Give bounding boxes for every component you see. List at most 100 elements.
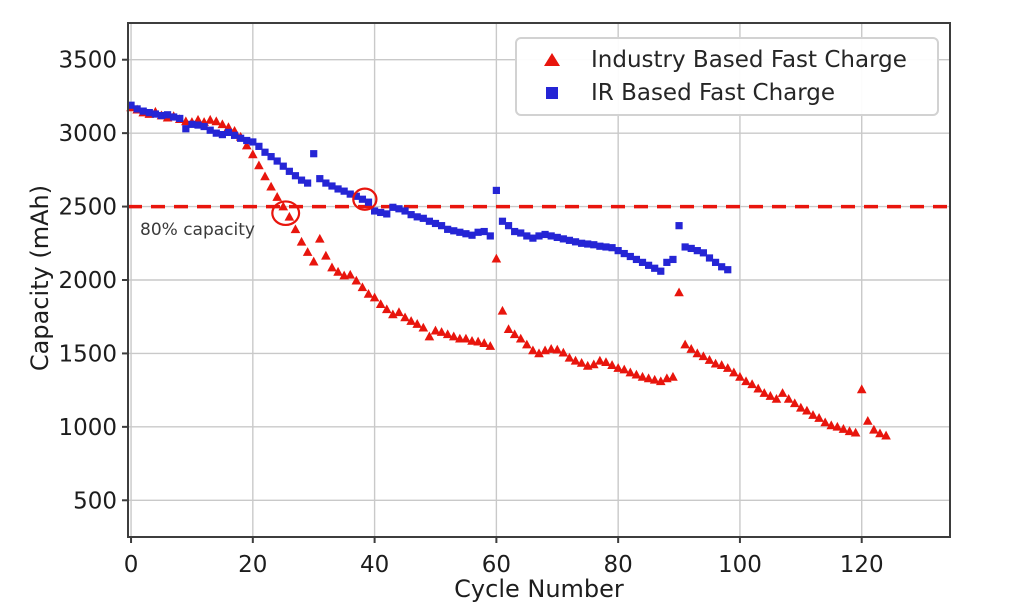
data-point-industry [881,430,891,440]
y-axis-title: Capacity (mAh) [26,184,54,372]
data-point-ir [322,179,330,187]
data-point-industry [826,420,837,430]
data-point-ir [718,263,726,271]
data-point-ir [413,213,421,221]
data-point-industry [552,344,563,354]
data-point-industry [777,388,788,397]
legend-label-ir: IR Based Fast Charge [591,80,836,107]
data-point-industry [534,348,544,358]
data-point-industry [522,339,532,349]
data-point-ir [151,110,159,118]
data-point-industry [333,266,343,276]
x-axis-title: Cycle Number [454,575,624,603]
data-point-industry [643,373,654,383]
data-point-industry [576,357,587,367]
data-point-ir [407,211,415,219]
data-point-ir [711,258,720,266]
data-point-industry [832,421,843,431]
data-point-industry [814,413,824,422]
data-point-ir [474,228,482,236]
data-point-ir [389,203,397,211]
data-point-ir [663,258,671,266]
data-point-industry [625,367,636,377]
data-point-industry [321,250,331,260]
data-point-industry [546,344,556,353]
data-point-ir [626,252,634,261]
data-point-industry [424,331,435,341]
data-point-ir [693,247,701,255]
data-point-industry [722,363,733,372]
data-point-industry [327,262,337,272]
data-point-industry [710,358,721,368]
data-point-industry [607,360,617,369]
data-point-ir [230,131,239,139]
data-point-industry [479,338,489,347]
data-point-ir [291,172,300,180]
data-point-ir [139,107,147,115]
annotation-circle [352,187,378,211]
data-point-ir [340,187,348,195]
data-point-ir [425,217,433,225]
square-marker-icon [546,87,558,100]
data-point-ir [523,232,531,240]
data-point-industry [260,171,270,181]
data-point-industry [686,344,697,353]
data-point-ir [571,238,580,246]
x-tick-label: 120 [840,552,884,578]
data-point-ir [377,208,385,217]
data-point-ir [310,150,318,158]
data-point-ir [431,219,440,228]
data-point-industry [564,352,575,362]
x-tick-label: 0 [124,552,139,578]
data-point-ir [334,185,342,193]
data-point-ir [511,227,519,236]
data-point-industry [747,379,757,389]
data-point-industry [741,376,751,386]
data-point-ir [261,148,269,156]
data-point-ir [681,243,689,251]
data-point-ir [182,125,190,133]
data-point-industry [796,402,806,412]
x-tick-label: 100 [718,552,762,578]
data-point-industry [735,371,745,381]
data-point-industry [266,181,276,191]
data-point-industry [783,393,794,403]
data-point-industry [856,384,867,394]
y-tick-label: 500 [73,488,117,514]
data-point-industry [406,316,416,325]
legend-item-industry: Industry Based Fast Charge [517,47,937,73]
data-point-ir [480,227,488,236]
y-tick-label: 2500 [58,195,117,221]
data-point-ir [535,232,543,240]
data-point-industry [619,364,630,374]
annotation-circle [271,200,301,227]
data-point-industry [430,325,441,335]
data-point-ir [675,222,683,230]
data-point-ir [468,231,476,239]
data-point-industry [241,140,252,150]
data-point-ir [645,261,653,269]
y-tick-label: 1500 [58,341,117,367]
data-point-ir [395,205,403,213]
data-point-industry [844,426,855,436]
data-point-industry [357,282,368,292]
data-point-industry [272,192,282,201]
data-point-ir [504,222,513,230]
data-point-industry [838,424,849,433]
data-point-ir [176,114,184,123]
data-point-ir [255,142,263,150]
data-point-industry [655,376,666,386]
data-point-ir [517,229,525,237]
data-point-industry [716,360,727,369]
data-point-ir [297,176,306,184]
data-point-ir [651,264,659,272]
data-point-ir [559,235,567,243]
data-point-industry [400,312,410,322]
data-point-industry [570,355,581,365]
data-point-industry [698,351,709,361]
data-point-ir [547,232,555,240]
data-point-ir [614,247,622,255]
data-point-ir [273,157,281,165]
data-point-industry [211,116,222,126]
data-point-industry [369,292,380,302]
